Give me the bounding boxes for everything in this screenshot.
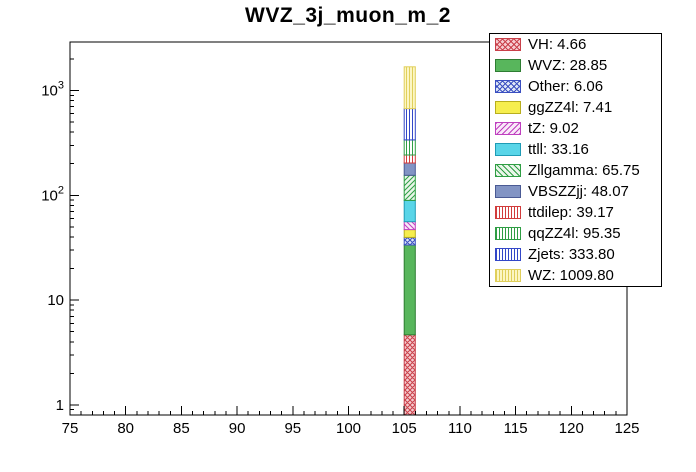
bar-segment-ttll bbox=[403, 200, 416, 223]
legend-swatch-Other bbox=[495, 80, 521, 93]
legend-box: VH: 4.66 WVZ: 28.85 Other: 6.06 ggZZ4l: 7.4… bbox=[489, 33, 662, 287]
x-tick-label: 115 bbox=[504, 420, 528, 437]
x-tick-label: 125 bbox=[614, 420, 639, 437]
legend-swatch-WZ bbox=[495, 269, 521, 282]
x-tick-label: 85 bbox=[173, 420, 190, 437]
legend-label-Zjets: Zjets: 333.80 bbox=[528, 246, 615, 263]
x-tick-label: 120 bbox=[559, 420, 584, 437]
legend-entry-VBSZZjj: VBSZZjj: 48.07 bbox=[490, 181, 661, 202]
bar-segment-WVZ bbox=[403, 244, 416, 336]
chart-title: WVZ_3j_muon_m_2 bbox=[245, 4, 451, 27]
legend-swatch-ttdilep bbox=[495, 206, 521, 219]
legend-label-tZ: tZ: 9.02 bbox=[528, 120, 579, 137]
legend-label-VH: VH: 4.66 bbox=[528, 36, 587, 53]
bar-segment-VH bbox=[403, 334, 416, 416]
bar-segment-WZ bbox=[403, 66, 416, 110]
legend-entry-ttll: ttll: 33.16 bbox=[490, 139, 661, 160]
legend-entry-ttdilep: ttdilep: 39.17 bbox=[490, 202, 661, 223]
stacked-bar bbox=[403, 66, 416, 416]
legend-swatch-Zllgamma bbox=[495, 164, 521, 177]
bar-segment-tZ bbox=[403, 221, 416, 231]
legend-entry-Other: Other: 6.06 bbox=[490, 76, 661, 97]
legend-label-qqZZ4l: qqZZ4l: 95.35 bbox=[528, 225, 621, 242]
legend-label-ggZZ4l: ggZZ4l: 7.41 bbox=[528, 99, 613, 116]
legend-entry-ggZZ4l: ggZZ4l: 7.41 bbox=[490, 97, 661, 118]
legend-entry-VH: VH: 4.66 bbox=[490, 34, 661, 55]
legend-label-Zllgamma: Zllgamma: 65.75 bbox=[528, 162, 640, 179]
bar-segment-Other bbox=[403, 236, 416, 246]
x-tick-label: 110 bbox=[448, 420, 472, 437]
bar-segment-qqZZ4l bbox=[403, 139, 416, 156]
legend-swatch-VH bbox=[495, 38, 521, 51]
y-axis: 1 10 102 103 bbox=[41, 58, 79, 414]
x-tick-label: 95 bbox=[284, 420, 301, 437]
legend-label-VBSZZjj: VBSZZjj: 48.07 bbox=[528, 183, 629, 200]
legend-swatch-qqZZ4l bbox=[495, 227, 521, 240]
legend-label-ttdilep: ttdilep: 39.17 bbox=[528, 204, 614, 221]
legend-swatch-VBSZZjj bbox=[495, 185, 521, 198]
bar-segment-Zllgamma bbox=[403, 174, 416, 201]
legend-swatch-WVZ bbox=[495, 59, 521, 72]
bar-segment-ggZZ4l bbox=[403, 229, 416, 238]
legend-swatch-ggZZ4l bbox=[495, 101, 521, 114]
legend-swatch-tZ bbox=[495, 122, 521, 135]
legend-swatch-Zjets bbox=[495, 248, 521, 261]
y-tick-label: 102 bbox=[41, 184, 64, 204]
legend-label-WZ: WZ: 1009.80 bbox=[528, 267, 614, 284]
x-tick-label: 75 bbox=[62, 420, 79, 437]
bar-segment-Zjets bbox=[403, 108, 416, 141]
y-tick-label: 10 bbox=[47, 292, 64, 309]
y-tick-label: 103 bbox=[41, 80, 64, 100]
legend-entry-qqZZ4l: qqZZ4l: 95.35 bbox=[490, 223, 661, 244]
legend-swatch-ttll bbox=[495, 143, 521, 156]
x-tick-label: 100 bbox=[336, 420, 361, 437]
legend-entry-Zjets: Zjets: 333.80 bbox=[490, 244, 661, 265]
legend-entry-tZ: tZ: 9.02 bbox=[490, 118, 661, 139]
legend-entry-WVZ: WVZ: 28.85 bbox=[490, 55, 661, 76]
legend-label-WVZ: WVZ: 28.85 bbox=[528, 57, 608, 74]
legend-entry-WZ: WZ: 1009.80 bbox=[490, 265, 661, 286]
x-tick-label: 105 bbox=[392, 420, 417, 437]
legend-entry-Zllgamma: Zllgamma: 65.75 bbox=[490, 160, 661, 181]
legend-label-ttll: ttll: 33.16 bbox=[528, 141, 589, 158]
bar-segment-VBSZZjj bbox=[403, 162, 416, 176]
x-axis: 75 80 85 90 95 100 105 110 115 120 125 bbox=[62, 406, 640, 437]
x-tick-label: 80 bbox=[117, 420, 134, 437]
bar-segment-ttdilep bbox=[403, 154, 416, 164]
x-tick-label: 90 bbox=[229, 420, 246, 437]
legend-label-Other: Other: 6.06 bbox=[528, 78, 604, 95]
y-tick-label: 1 bbox=[56, 397, 64, 414]
